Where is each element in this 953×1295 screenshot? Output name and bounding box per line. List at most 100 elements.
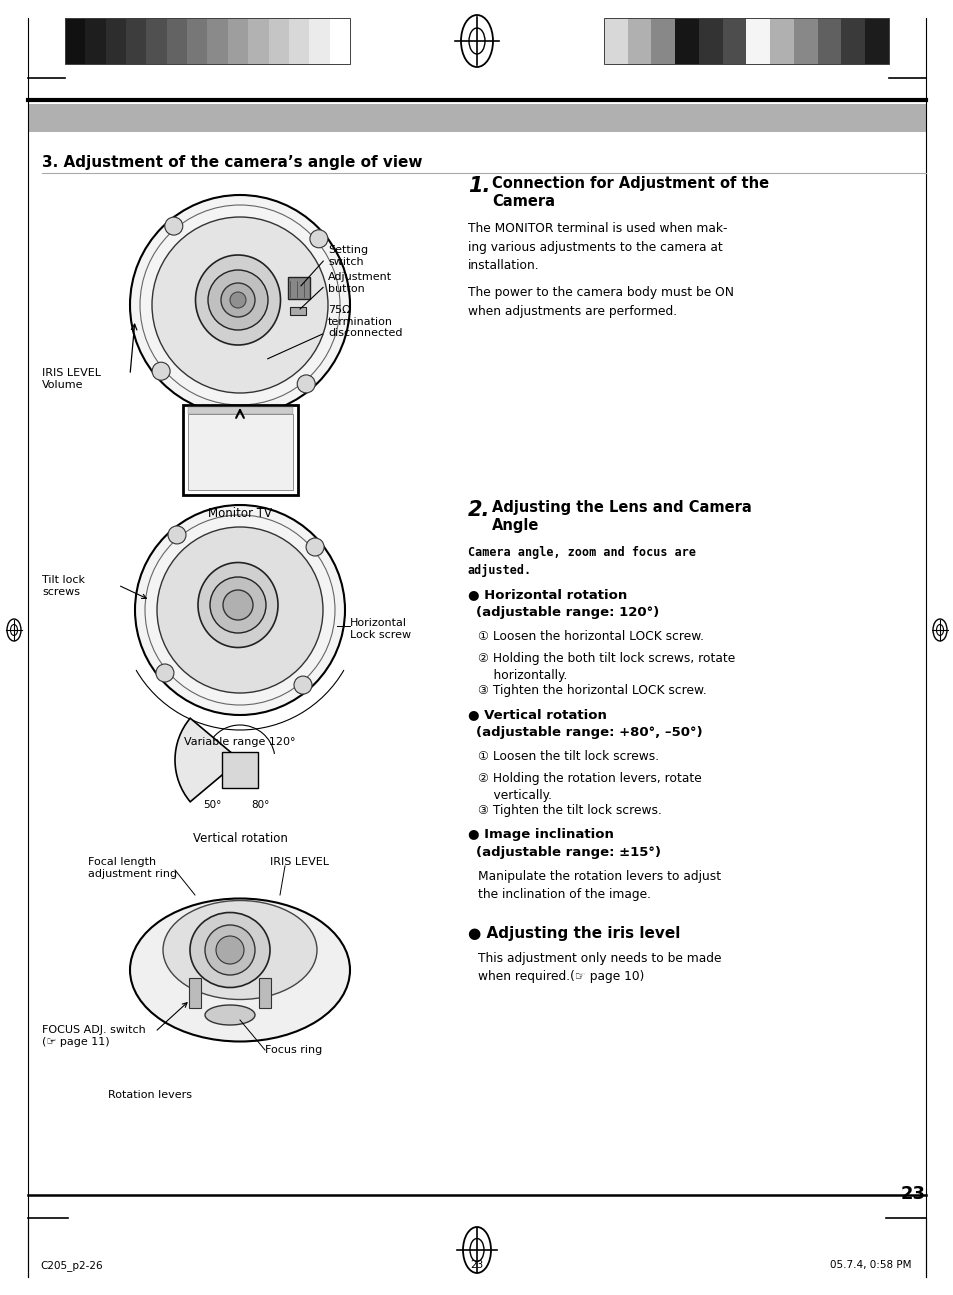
- Ellipse shape: [163, 900, 316, 1000]
- Bar: [258, 978, 271, 1008]
- Circle shape: [223, 591, 253, 620]
- Circle shape: [152, 363, 170, 381]
- Bar: [817, 18, 841, 63]
- Text: Adjusting the Lens and Camera: Adjusting the Lens and Camera: [492, 500, 751, 515]
- Circle shape: [208, 269, 268, 330]
- Bar: [841, 18, 864, 63]
- Bar: [651, 18, 675, 63]
- Text: 2.: 2.: [468, 500, 490, 521]
- Bar: [603, 18, 888, 63]
- Bar: [167, 18, 187, 63]
- Bar: [603, 18, 627, 63]
- Text: Focus ring: Focus ring: [265, 1045, 322, 1055]
- Text: ② Holding the rotation levers, rotate
    vertically.: ② Holding the rotation levers, rotate ve…: [477, 772, 701, 803]
- Ellipse shape: [7, 619, 21, 641]
- Text: Vertical rotation: Vertical rotation: [193, 831, 287, 846]
- Circle shape: [205, 925, 254, 975]
- Bar: [146, 18, 167, 63]
- Text: ① Loosen the horizontal LOCK screw.: ① Loosen the horizontal LOCK screw.: [477, 629, 703, 644]
- Text: Angle: Angle: [492, 518, 538, 534]
- Text: ● Adjusting the iris level: ● Adjusting the iris level: [468, 926, 679, 941]
- Text: ● Horizontal rotation: ● Horizontal rotation: [468, 588, 626, 601]
- Ellipse shape: [10, 624, 17, 636]
- Text: ① Loosen the tilt lock screws.: ① Loosen the tilt lock screws.: [477, 750, 659, 763]
- Bar: [769, 18, 793, 63]
- Bar: [793, 18, 817, 63]
- Bar: [85, 18, 106, 63]
- Text: Connection for Adjustment of the: Connection for Adjustment of the: [492, 176, 768, 190]
- Bar: [65, 18, 85, 63]
- Bar: [126, 18, 146, 63]
- Bar: [309, 18, 330, 63]
- Text: C205_p2-26: C205_p2-26: [40, 1260, 103, 1270]
- Circle shape: [168, 526, 186, 544]
- Text: ③ Tighten the tilt lock screws.: ③ Tighten the tilt lock screws.: [477, 804, 661, 817]
- Text: ③ Tighten the horizontal LOCK screw.: ③ Tighten the horizontal LOCK screw.: [477, 684, 706, 697]
- Bar: [188, 407, 293, 414]
- Text: Focal length
adjustment ring: Focal length adjustment ring: [88, 857, 177, 878]
- Bar: [699, 18, 722, 63]
- Text: Rotation levers: Rotation levers: [108, 1090, 192, 1099]
- Bar: [106, 18, 126, 63]
- Circle shape: [310, 229, 328, 247]
- Bar: [330, 18, 350, 63]
- Bar: [65, 18, 350, 63]
- Bar: [248, 18, 269, 63]
- Ellipse shape: [469, 28, 484, 54]
- Text: Monitor TV: Monitor TV: [208, 508, 272, 521]
- Bar: [269, 18, 289, 63]
- Ellipse shape: [462, 1226, 491, 1273]
- Bar: [228, 18, 248, 63]
- Text: 3. Adjustment of the camera’s angle of view: 3. Adjustment of the camera’s angle of v…: [42, 155, 422, 170]
- Ellipse shape: [460, 16, 493, 67]
- Text: 75Ω
termination
disconnected: 75Ω termination disconnected: [267, 306, 402, 359]
- Ellipse shape: [936, 624, 943, 636]
- Circle shape: [294, 676, 312, 694]
- Text: Adjustment
button: Adjustment button: [299, 272, 392, 310]
- Bar: [208, 18, 228, 63]
- Circle shape: [297, 376, 314, 392]
- Bar: [189, 978, 201, 1008]
- Text: 1.: 1.: [468, 176, 490, 196]
- Text: Setting
switch: Setting switch: [300, 245, 368, 286]
- Text: Manipulate the rotation levers to adjust
the inclination of the image.: Manipulate the rotation levers to adjust…: [477, 870, 720, 901]
- Bar: [183, 405, 297, 495]
- Bar: [28, 104, 925, 132]
- Text: (adjustable range: +80°, –50°): (adjustable range: +80°, –50°): [476, 726, 702, 739]
- Bar: [745, 18, 769, 63]
- Bar: [288, 277, 310, 299]
- Text: 05.7.4, 0:58 PM: 05.7.4, 0:58 PM: [830, 1260, 911, 1270]
- Ellipse shape: [198, 562, 277, 648]
- Text: Tilt lock
screws: Tilt lock screws: [42, 575, 85, 597]
- Circle shape: [215, 936, 244, 963]
- Circle shape: [230, 291, 246, 308]
- Ellipse shape: [190, 913, 270, 988]
- Ellipse shape: [205, 1005, 254, 1026]
- Circle shape: [157, 527, 323, 693]
- Text: 23: 23: [470, 1260, 483, 1270]
- Text: ● Vertical rotation: ● Vertical rotation: [468, 708, 606, 721]
- Text: Horizontal
Lock screw: Horizontal Lock screw: [350, 618, 411, 640]
- Text: Camera angle, zoom and focus are
adjusted.: Camera angle, zoom and focus are adjuste…: [468, 546, 696, 578]
- Circle shape: [165, 218, 183, 236]
- Circle shape: [152, 218, 328, 392]
- Bar: [722, 18, 745, 63]
- Text: Camera: Camera: [492, 194, 555, 208]
- Text: This adjustment only needs to be made
when required.(☞ page 10): This adjustment only needs to be made wh…: [477, 952, 720, 983]
- Circle shape: [306, 537, 324, 556]
- Text: (adjustable range: ±15°): (adjustable range: ±15°): [476, 846, 660, 859]
- Bar: [289, 18, 309, 63]
- Text: Variable range 120°: Variable range 120°: [184, 737, 295, 747]
- Text: The power to the camera body must be ON
when adjustments are performed.: The power to the camera body must be ON …: [468, 286, 733, 317]
- Text: ② Holding the both tilt lock screws, rotate
    horizontally.: ② Holding the both tilt lock screws, rot…: [477, 651, 735, 682]
- Text: ● Image inclination: ● Image inclination: [468, 828, 613, 840]
- Text: 23: 23: [900, 1185, 925, 1203]
- Circle shape: [210, 578, 266, 633]
- Bar: [187, 18, 208, 63]
- Text: FOCUS ADJ. switch
(☞ page 11): FOCUS ADJ. switch (☞ page 11): [42, 1026, 146, 1046]
- Text: The MONITOR terminal is used when mak-
ing various adjustments to the camera at
: The MONITOR terminal is used when mak- i…: [468, 221, 727, 272]
- Circle shape: [135, 505, 345, 715]
- Circle shape: [130, 196, 350, 414]
- Text: IRIS LEVEL
Volume: IRIS LEVEL Volume: [42, 368, 101, 390]
- Text: (adjustable range: 120°): (adjustable range: 120°): [476, 606, 659, 619]
